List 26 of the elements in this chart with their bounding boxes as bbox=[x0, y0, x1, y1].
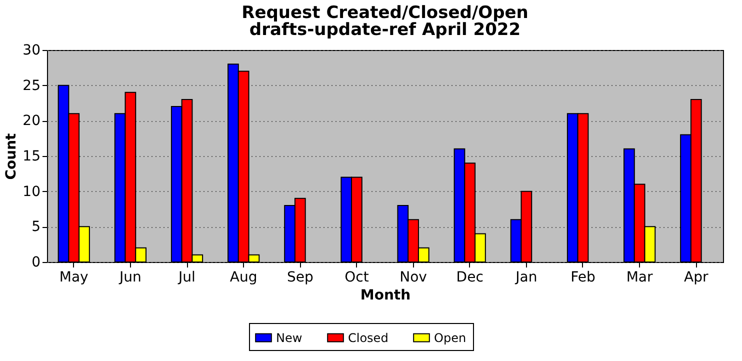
legend-label: Open bbox=[434, 330, 466, 345]
x-tick-label: Mar bbox=[626, 270, 654, 286]
x-tick-label: Nov bbox=[400, 270, 427, 286]
x-tick-label: Jun bbox=[118, 270, 142, 286]
y-tick-label: 0 bbox=[32, 254, 40, 270]
x-axis-title: Month bbox=[360, 288, 411, 304]
x-tick-label: Dec bbox=[456, 270, 484, 286]
y-tick-label: 20 bbox=[22, 113, 40, 130]
x-tick-label: Feb bbox=[570, 270, 596, 286]
x-tick-label: Aug bbox=[230, 270, 258, 286]
legend-label: Closed bbox=[348, 330, 388, 345]
y-tick-label: 15 bbox=[22, 148, 40, 164]
y-tick-label: 30 bbox=[22, 42, 40, 58]
legend-label: New bbox=[276, 330, 302, 345]
chart-title: Request Created/Closed/Open bbox=[242, 3, 528, 23]
x-tick-label: Jul bbox=[178, 270, 196, 286]
chart-subtitle: drafts-update-ref April 2022 bbox=[249, 20, 521, 40]
y-tick-label: 25 bbox=[22, 78, 40, 94]
x-tick-label: Apr bbox=[684, 270, 708, 286]
y-axis-title: Count bbox=[4, 132, 20, 180]
x-tick-label: May bbox=[59, 270, 88, 286]
x-tick-label: Jan bbox=[514, 270, 538, 286]
y-tick-label: 5 bbox=[32, 219, 40, 236]
x-tick-label: Sep bbox=[286, 270, 314, 286]
y-tick-label: 10 bbox=[22, 184, 40, 200]
x-tick-label: Oct bbox=[344, 270, 370, 286]
